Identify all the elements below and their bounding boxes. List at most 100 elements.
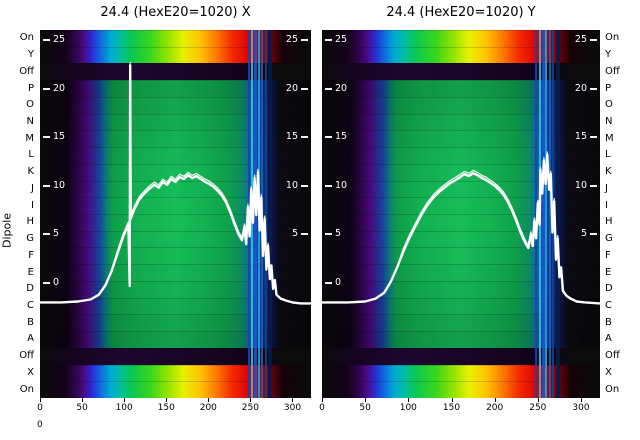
inner-ytick-label: 10 — [285, 179, 298, 191]
dipole-label-right: M — [605, 132, 614, 144]
dipole-label-left: G — [26, 233, 34, 245]
x-tick-mark — [208, 398, 210, 402]
x-tick-label: 0 — [319, 403, 325, 413]
inner-ytick-mark — [590, 39, 597, 41]
heatmap-row-x — [40, 364, 311, 383]
inner-ytick-mark — [325, 87, 332, 90]
heatmap-panel-y: 25 20 15 10 5 0 25 20 15 10 5 — [322, 30, 600, 398]
right-dipole-axis: On Y Off P O N M L K J I H G F E D C B A Off X On — [605, 0, 640, 440]
heatmap-row-d — [322, 280, 600, 300]
dipole-label-left: L — [28, 149, 34, 161]
corner-tick-label: 0 — [37, 420, 43, 430]
heatmap-row-o — [40, 96, 311, 116]
left-dipole-axis: On Y Off P O N M L K J I H G F E D C B A Off X On — [0, 0, 34, 440]
heatmap-row-n — [322, 113, 600, 132]
inner-ytick-label: 25 — [53, 34, 66, 45]
inner-ytick-mark — [301, 233, 308, 236]
inner-ytick-label: 20 — [285, 82, 298, 94]
inner-ytick-mark — [325, 184, 332, 187]
inner-ytick-mark — [325, 282, 332, 284]
dipole-label-right: A — [605, 333, 612, 345]
dipole-label-right: E — [605, 266, 612, 278]
dipole-label-right: F — [605, 249, 611, 261]
dipole-label-right: On — [605, 383, 620, 395]
heatmap-row-on — [40, 30, 311, 49]
dipole-label-left: O — [26, 99, 34, 111]
inner-ytick-mark — [325, 233, 332, 236]
inner-ytick-label: 15 — [574, 131, 587, 143]
x-tick-label: 300 — [572, 403, 590, 413]
x-tick-label: 300 — [283, 403, 302, 413]
heatmap-row-c — [40, 297, 311, 316]
inner-ytick-mark — [301, 136, 308, 139]
inner-ytick-mark — [301, 39, 308, 41]
inner-ytick-label: 20 — [53, 82, 66, 94]
inner-ytick-label: 10 — [335, 179, 348, 191]
heatmap-row-n — [40, 113, 311, 132]
dipole-label-left: On — [19, 383, 34, 395]
dipole-label-right: K — [605, 166, 612, 178]
dipole-label-right: C — [605, 300, 612, 311]
heatmap-row-m — [322, 130, 600, 149]
x-tick-label: 100 — [399, 403, 417, 413]
x-tick-mark — [166, 398, 168, 402]
beam-profile-line — [322, 153, 600, 305]
inner-ytick-mark — [590, 184, 597, 187]
x-tick-mark — [82, 398, 84, 402]
heatmap-row-b — [40, 314, 311, 333]
heatmap-panel-x: 25 20 15 10 5 0 25 20 15 10 5 — [40, 30, 311, 398]
x-tick-mark — [40, 398, 41, 402]
x-tick-label: 200 — [199, 403, 217, 413]
inner-ytick-mark — [301, 87, 308, 90]
x-tick-mark — [365, 398, 367, 402]
beam-profile-line — [40, 61, 311, 305]
dipole-label-left: F — [28, 249, 34, 261]
dipole-label-left: A — [27, 333, 34, 345]
dipole-label-left: Off — [19, 65, 34, 77]
inner-ytick-label: 10 — [574, 179, 587, 191]
dipole-label-left: P — [27, 82, 34, 94]
heatmap-row-c — [322, 297, 600, 316]
x-tick-mark — [581, 398, 582, 402]
inner-ytick-label: 10 — [53, 179, 66, 191]
dipole-label-left: K — [27, 166, 34, 178]
inner-ytick-mark — [43, 136, 50, 139]
dipole-label-right: P — [605, 82, 612, 94]
heatmap-row-h — [322, 214, 600, 233]
dipole-label-right: X — [605, 366, 612, 378]
heatmap-row-off — [322, 347, 600, 367]
heatmap-row-off — [40, 63, 311, 82]
dipole-label-right: Off — [605, 65, 620, 77]
x-tick-label: 50 — [359, 403, 371, 413]
x-tick-label: 150 — [157, 403, 175, 413]
inner-ytick-label: 5 — [335, 228, 342, 240]
inner-ytick-label: 25 — [335, 34, 348, 45]
dipole-label-left: J — [31, 182, 34, 194]
inner-ytick-mark — [325, 136, 332, 139]
inner-ytick-mark — [43, 184, 50, 187]
dipole-label-left: X — [27, 366, 34, 378]
heatmap-row-p — [40, 80, 311, 99]
left-panel-title: 24.4 (HexE20=1020) X — [100, 5, 251, 20]
beam-profile-overlay — [322, 151, 600, 305]
beam-profile-overlay — [40, 61, 311, 305]
x-tick-label: 100 — [115, 403, 133, 413]
inner-ytick-label: 0 — [335, 277, 342, 288]
dipole-label-left: M — [25, 132, 34, 144]
heatmap-streak — [541, 30, 545, 398]
heatmap-row-y — [322, 46, 600, 66]
heatmap-row-i — [40, 197, 311, 216]
x-tick-label: 50 — [76, 403, 88, 413]
inner-ytick-label: 0 — [53, 277, 60, 288]
heatmap-row-a — [40, 331, 311, 350]
heatmap-row-d — [40, 280, 311, 300]
inner-ytick-mark — [43, 233, 50, 236]
x-tick-mark — [250, 398, 252, 402]
inner-ytick-label: 15 — [53, 131, 66, 143]
dipole-label-left: D — [26, 283, 34, 295]
heatmap-row-p — [322, 80, 600, 99]
heatmap-row-on — [40, 381, 311, 398]
dipole-label-left: C — [27, 300, 34, 311]
beam-profile-line — [322, 151, 600, 305]
dipole-label-left: E — [27, 266, 34, 278]
